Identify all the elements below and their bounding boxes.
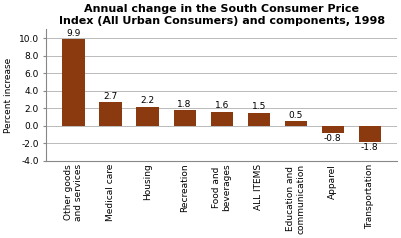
Bar xyxy=(63,39,85,126)
Text: 2.7: 2.7 xyxy=(103,92,117,101)
Bar xyxy=(247,113,270,126)
Text: -0.8: -0.8 xyxy=(324,134,342,143)
Y-axis label: Percent increase: Percent increase xyxy=(4,58,13,133)
Text: 1.8: 1.8 xyxy=(177,100,192,109)
Text: 2.2: 2.2 xyxy=(140,96,155,105)
Bar xyxy=(285,121,307,126)
Bar xyxy=(211,112,233,126)
Bar xyxy=(174,110,196,126)
Bar xyxy=(322,126,344,133)
Bar xyxy=(358,126,381,142)
Title: Annual change in the South Consumer Price
Index (All Urban Consumers) and compon: Annual change in the South Consumer Pric… xyxy=(59,4,385,26)
Text: 0.5: 0.5 xyxy=(289,111,303,120)
Bar xyxy=(99,102,122,126)
Text: 1.5: 1.5 xyxy=(251,102,266,111)
Text: 9.9: 9.9 xyxy=(66,29,81,38)
Bar xyxy=(136,107,159,126)
Text: -1.8: -1.8 xyxy=(361,143,379,152)
Text: 1.6: 1.6 xyxy=(215,101,229,110)
